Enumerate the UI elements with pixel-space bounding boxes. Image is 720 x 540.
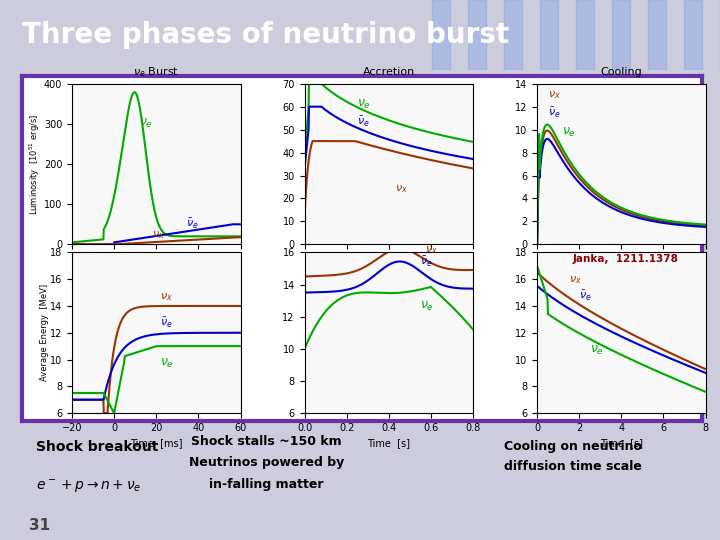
Text: $\bar{\nu}_e$: $\bar{\nu}_e$ <box>579 289 592 303</box>
Text: in-falling matter: in-falling matter <box>209 478 324 491</box>
Text: $e^- + p \rightarrow n + \nu_e$: $e^- + p \rightarrow n + \nu_e$ <box>36 478 142 495</box>
Text: $\nu_e$: $\nu_e$ <box>161 357 174 370</box>
Text: $\bar{\nu}_e$: $\bar{\nu}_e$ <box>357 115 370 129</box>
Bar <box>504 0 522 70</box>
Text: $\nu_x$: $\nu_x$ <box>548 90 560 102</box>
Text: $\bar{\nu}_e$: $\bar{\nu}_e$ <box>186 217 199 231</box>
Text: $\bar{\nu}_e$: $\bar{\nu}_e$ <box>161 316 174 330</box>
Text: $\nu_x$: $\nu_x$ <box>152 229 165 241</box>
Title: $\nu_e$ Burst: $\nu_e$ Burst <box>133 65 179 79</box>
Y-axis label: Average Energy  [MeV]: Average Energy [MeV] <box>40 284 48 381</box>
Text: $\nu_x$: $\nu_x$ <box>395 184 408 195</box>
Text: $\bar{\nu}_e$: $\bar{\nu}_e$ <box>548 106 560 120</box>
Text: Three phases of neutrino burst: Three phases of neutrino burst <box>22 21 509 49</box>
Title: Cooling: Cooling <box>600 68 642 77</box>
Text: Cooling on neutrino: Cooling on neutrino <box>504 440 642 453</box>
Text: 31: 31 <box>29 518 50 532</box>
Text: $\bar{\nu}_e$: $\bar{\nu}_e$ <box>420 255 433 269</box>
Bar <box>648 0 666 70</box>
Text: $\nu_e$: $\nu_e$ <box>562 126 576 139</box>
Bar <box>612 0 630 70</box>
X-axis label: Time  [s]: Time [s] <box>600 438 643 448</box>
Bar <box>540 0 558 70</box>
Text: Shock breakout: Shock breakout <box>36 440 158 454</box>
Text: $\nu_e$: $\nu_e$ <box>357 98 372 111</box>
Text: $\nu_e$: $\nu_e$ <box>420 300 434 313</box>
Text: diffusion time scale: diffusion time scale <box>504 460 642 473</box>
Bar <box>468 0 486 70</box>
Text: $\nu_e$: $\nu_e$ <box>140 117 153 130</box>
Text: $\nu_x$: $\nu_x$ <box>569 274 582 286</box>
Text: Janka,  1211.1378: Janka, 1211.1378 <box>573 254 679 264</box>
Text: Shock stalls ~150 km: Shock stalls ~150 km <box>191 435 342 448</box>
Bar <box>432 0 450 70</box>
X-axis label: Time  [ms]: Time [ms] <box>130 438 182 448</box>
Y-axis label: Luminosity  [$10^{51}$ erg/s]: Luminosity [$10^{51}$ erg/s] <box>28 113 42 214</box>
Text: $\nu_e$: $\nu_e$ <box>590 344 604 357</box>
Text: $\nu_x$: $\nu_x$ <box>161 291 174 303</box>
Text: $\nu_x$: $\nu_x$ <box>425 245 438 256</box>
Bar <box>576 0 594 70</box>
Text: Neutrinos powered by: Neutrinos powered by <box>189 456 344 469</box>
Title: Accretion: Accretion <box>363 68 415 77</box>
Bar <box>684 0 702 70</box>
X-axis label: Time  [s]: Time [s] <box>367 438 410 448</box>
